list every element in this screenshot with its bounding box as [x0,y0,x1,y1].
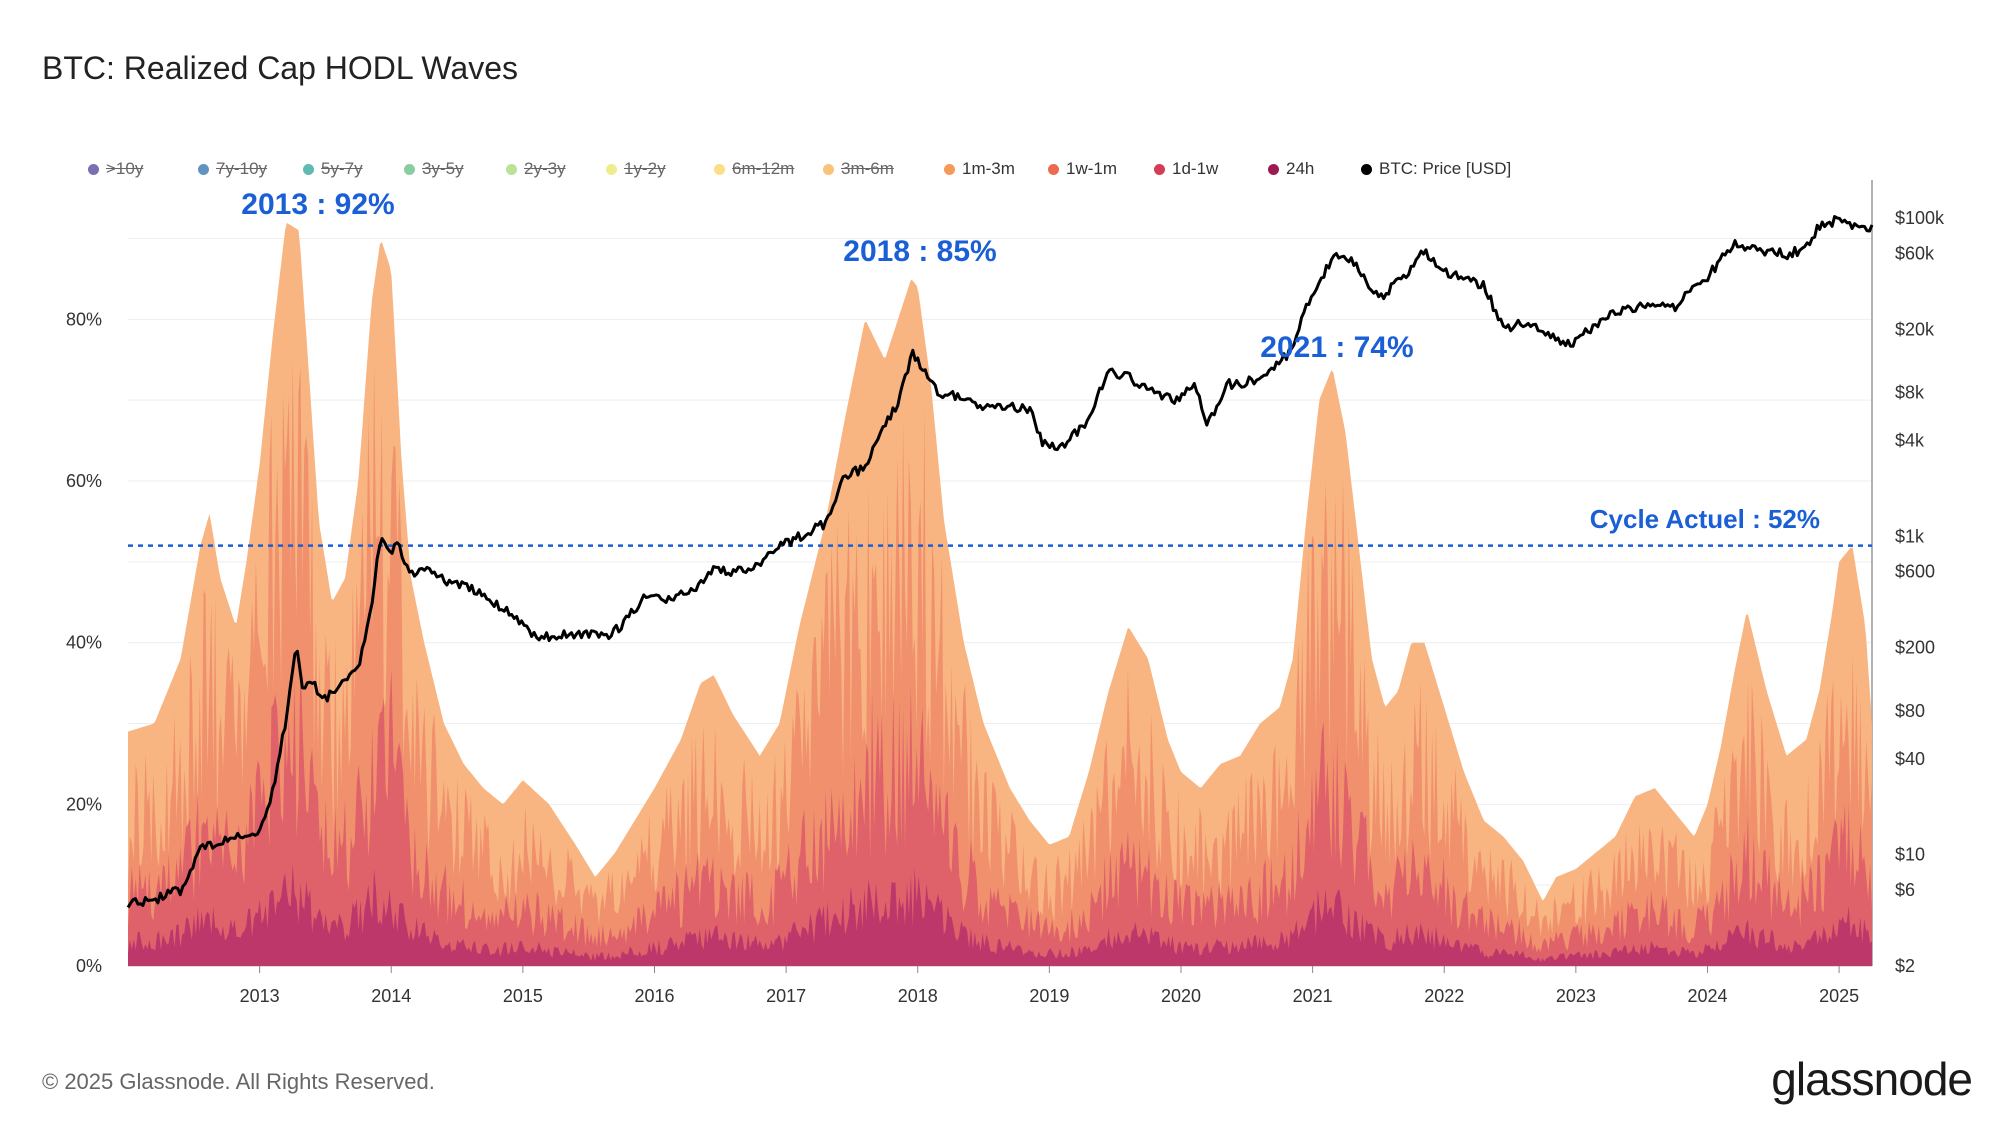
legend-dot [823,163,834,175]
annotation-peak-2018: 2018 : 85% [843,235,996,268]
legend-item-2y-3y[interactable]: 2y-3y [506,159,566,179]
x-tick-label: 2024 [1687,986,1727,1006]
annotation-current: Cycle Actuel : 52% [1590,504,1820,534]
x-tick-label: 2023 [1556,986,1596,1006]
legend-dot [1154,163,1165,175]
x-tick-label: 2022 [1424,986,1464,1006]
band-1d-1w [128,656,1872,966]
legend-dot [88,163,99,175]
legend-item-6m-12m[interactable]: 6m-12m [714,159,794,179]
legend-label: 5y-7y [321,159,363,178]
band-areas [128,222,1872,966]
legend-item-5y-7y[interactable]: 5y-7y [303,159,363,179]
legend-item-1d-1w[interactable]: 1d-1w [1154,159,1218,179]
legend-dot [606,163,617,175]
x-tick-label: 2019 [1029,986,1069,1006]
legend-label: 7y-10y [216,159,268,178]
x-tick-label: 2020 [1161,986,1201,1006]
y-left-tick-label: 60% [66,471,102,491]
legend-item-3y-5y[interactable]: 3y-5y [404,159,464,179]
legend-item--10y[interactable]: >10y [88,159,143,179]
legend-label: 2y-3y [524,159,566,178]
y-right-tick-label: $40 [1895,749,1925,769]
x-tick-label: 2018 [898,986,938,1006]
legend-item-1m-3m[interactable]: 1m-3m [944,159,1015,179]
chart-title: BTC: Realized Cap HODL Waves [42,50,518,86]
legend-dot [303,163,314,175]
legend-item-3m-6m[interactable]: 3m-6m [823,159,894,179]
y-left-tick-label: 80% [66,309,102,329]
annotation-peak-2021: 2021 : 74% [1260,331,1413,364]
y-right-tick-label: $80 [1895,701,1925,721]
legend-item-7y-10y[interactable]: 7y-10y [198,159,267,179]
y-right-tick-label: $10 [1895,845,1925,865]
y-right-tick-label: $1k [1895,526,1925,546]
x-tick-label: 2013 [240,986,280,1006]
axes: 2013 2014 2015 2016 2017 2018 2019 2020 2021 2022… [66,208,1945,1006]
glassnode-logo[interactable]: glassnode [1771,1053,1973,1105]
legend-label: 1d-1w [1172,159,1219,178]
legend-label: 24h [1286,159,1315,178]
annotation-peak-2013: 2013 : 92% [241,188,394,221]
x-tick-label: 2016 [634,986,674,1006]
legend-dot [506,163,517,175]
legend-dot [1048,163,1059,175]
y-right-tick-label: $200 [1895,638,1935,658]
legend-dot [1361,163,1372,175]
copyright-footer: © 2025 Glassnode. All Rights Reserved. [42,1069,435,1094]
x-tick-label: 2014 [371,986,411,1006]
y-left-tick-label: 20% [66,794,102,814]
legend-label: >10y [106,159,144,178]
band-1w-1m [128,358,1872,966]
legend-item-1y-2y[interactable]: 1y-2y [606,159,666,179]
legend-label: 1y-2y [624,159,666,178]
legend-label: 3y-5y [422,159,464,178]
legend-label: BTC: Price [USD] [1379,159,1512,178]
legend-dot [198,163,209,175]
btc-price-line [126,215,1874,909]
legend-dot [944,163,955,175]
legend-label: 3m-6m [841,159,894,178]
y-right-tick-label: $2 [1895,956,1915,976]
x-tick-label: 2017 [766,986,806,1006]
annotations: 2013 : 92% 2018 : 85% 2021 : 74% Cycle Actu… [241,188,1820,534]
legend-dot [714,163,725,175]
y-right-tick-label: $600 [1895,562,1935,582]
y-left-tick-label: 40% [66,633,102,653]
legend-item-1w-1m[interactable]: 1w-1m [1048,159,1117,179]
y-right-tick-label: $100k [1895,208,1945,228]
legend-label: 1m-3m [962,159,1015,178]
y-right-tick-label: $4k [1895,431,1925,451]
y-right-tick-label: $60k [1895,243,1935,263]
legend-dot [1268,163,1279,175]
x-tick-label: 2015 [503,986,543,1006]
price-series [126,215,1874,909]
y-right-tick-label: $6 [1895,880,1915,900]
legend-label: 1w-1m [1066,159,1118,178]
y-right-tick-label: $20k [1895,319,1935,339]
legend-item-btc-price-usd-[interactable]: BTC: Price [USD] [1361,159,1511,179]
legend-label: 6m-12m [732,159,795,178]
band-24h [128,863,1872,966]
legend-dot [404,163,415,175]
x-tick-label: 2021 [1293,986,1333,1006]
x-tick-label: 2025 [1819,986,1859,1006]
y-right-tick-label: $8k [1895,383,1925,403]
y-left-tick-label: 0% [76,956,102,976]
legend-item-24h[interactable]: 24h [1268,159,1314,179]
